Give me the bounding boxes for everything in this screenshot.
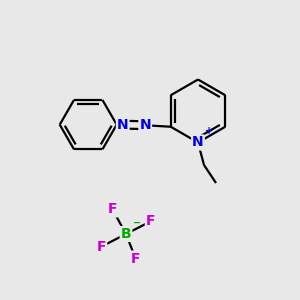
Text: F: F [97,240,106,254]
Text: F: F [131,252,140,266]
Text: N: N [117,118,128,132]
Text: B: B [121,227,131,241]
Text: −: − [133,218,141,228]
Text: F: F [146,214,155,228]
Text: N: N [192,136,204,149]
Text: +: + [205,127,213,136]
Text: F: F [108,202,117,216]
Text: N: N [140,118,151,132]
